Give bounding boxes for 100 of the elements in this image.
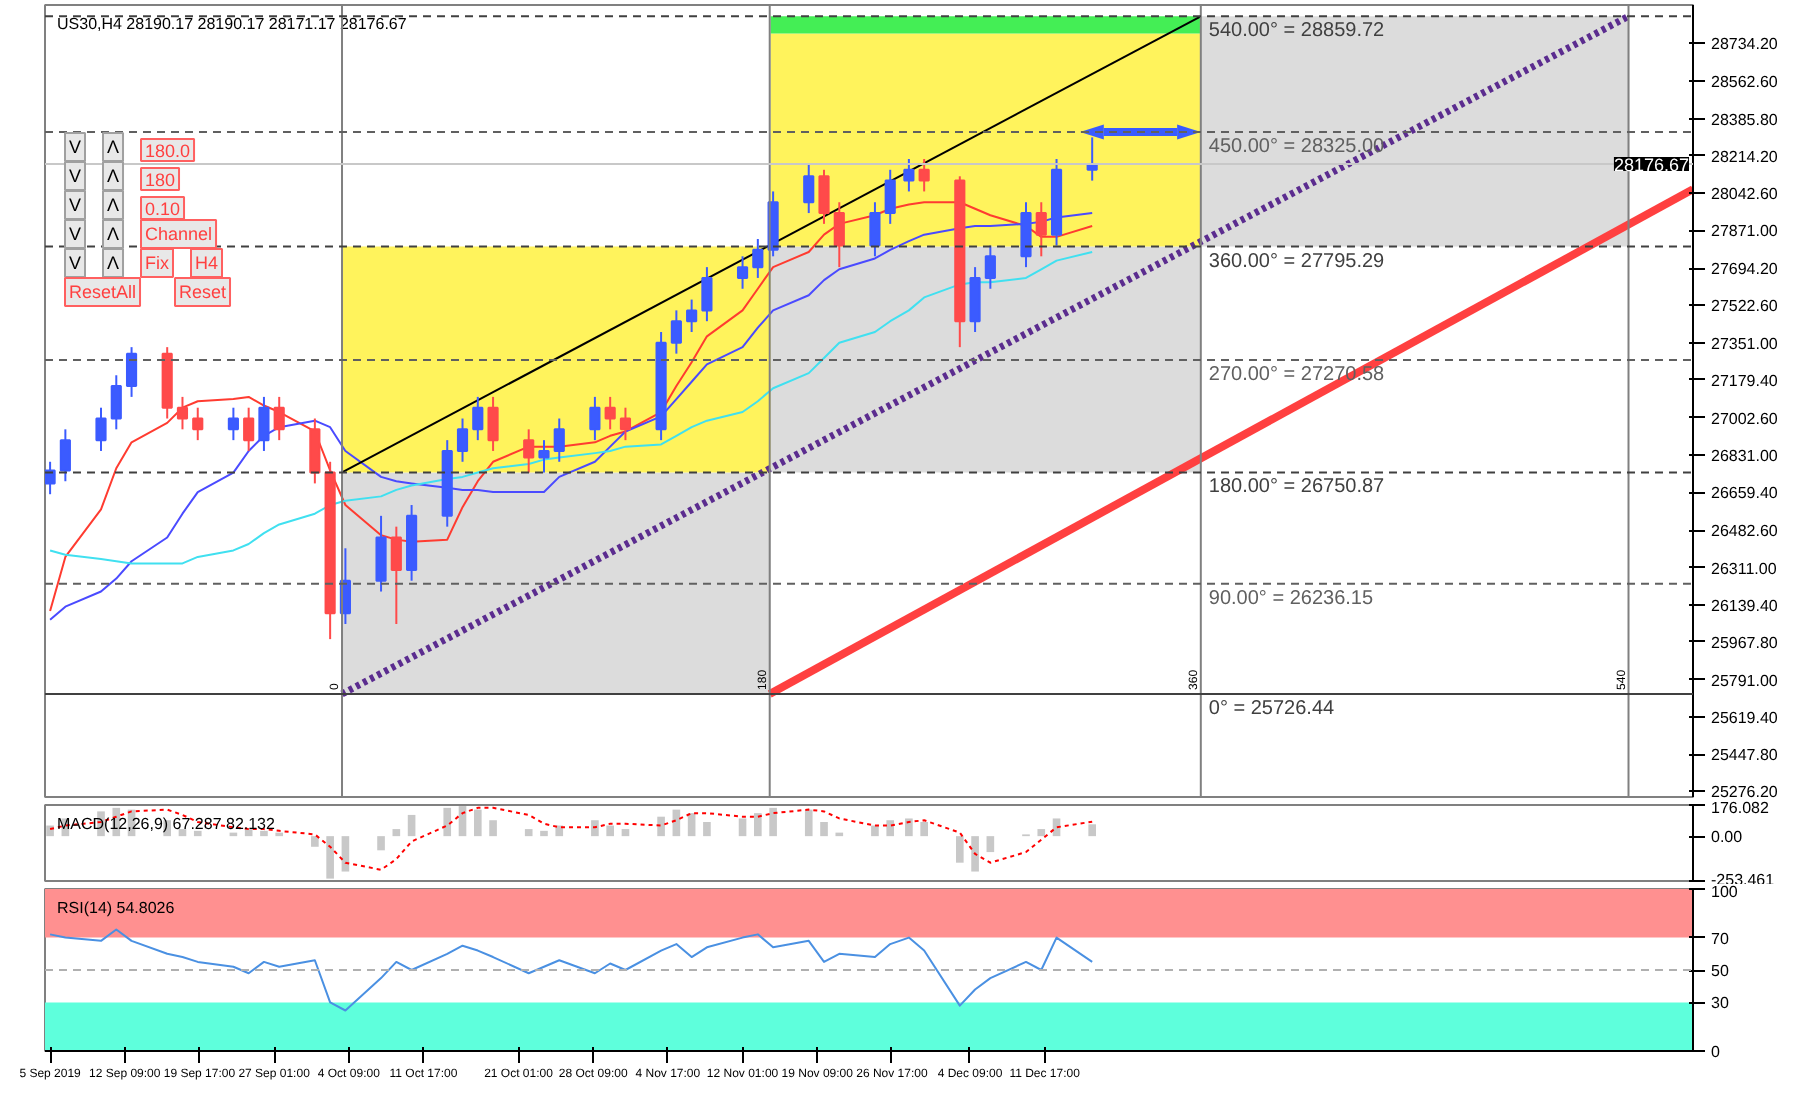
bar bbox=[621, 829, 630, 837]
y-tick-label: 26659.40 bbox=[1711, 484, 1779, 503]
line-series bbox=[49, 250, 1094, 565]
bar bbox=[657, 816, 665, 837]
bar bbox=[971, 836, 979, 872]
ref-line-label: 28176.67 bbox=[1613, 155, 1690, 176]
text: US30,H4 28190.17 28190.17 28171.17 28176.67 bbox=[57, 15, 408, 33]
candlestick bbox=[969, 266, 981, 334]
y-tick-label: 176.082 bbox=[1711, 799, 1770, 817]
annotation: H4 bbox=[195, 253, 219, 273]
candlestick bbox=[984, 244, 996, 290]
bar bbox=[920, 822, 928, 837]
candlestick bbox=[227, 406, 239, 442]
candlestick bbox=[273, 395, 285, 442]
y-tick-label: 27351.00 bbox=[1711, 334, 1779, 353]
bar bbox=[606, 825, 614, 837]
annotation: 180 bbox=[145, 170, 176, 190]
annotation: V bbox=[69, 137, 82, 157]
candlestick bbox=[45, 460, 56, 496]
y-tick-label: 28214.20 bbox=[1711, 147, 1779, 166]
annotation: Reset bbox=[179, 282, 228, 302]
annotation: Λ bbox=[107, 253, 120, 273]
bar bbox=[473, 809, 482, 837]
bar bbox=[905, 818, 913, 837]
y-tick-label: 70 bbox=[1711, 929, 1730, 948]
annotation: 180.0 bbox=[145, 141, 191, 161]
bar bbox=[770, 16, 1200, 34]
y-tick-label: 28385.80 bbox=[1711, 110, 1779, 129]
candlestick bbox=[553, 417, 565, 463]
y-tick-label: 28562.60 bbox=[1711, 72, 1779, 91]
candlestick bbox=[59, 428, 71, 483]
candlestick bbox=[523, 428, 535, 474]
candlestick bbox=[390, 525, 402, 625]
annotation: Λ bbox=[107, 137, 120, 157]
bar bbox=[540, 830, 548, 837]
ref-line-label: 180.00° = 26750.87 bbox=[1208, 476, 1386, 499]
bar bbox=[341, 472, 771, 694]
annotation: Λ bbox=[107, 195, 120, 215]
y-tick-label: 28734.20 bbox=[1711, 35, 1779, 54]
ref-line-label: 90.00° = 26236.15 bbox=[1208, 587, 1374, 610]
ref-line-label: 0° = 25726.44 bbox=[1208, 697, 1336, 720]
candlestick bbox=[833, 201, 845, 269]
bar bbox=[986, 836, 995, 853]
candlestick bbox=[686, 298, 698, 334]
candlestick bbox=[472, 395, 484, 442]
annotation: ResetAll bbox=[69, 282, 137, 302]
annotation: Fix bbox=[145, 253, 170, 273]
bar bbox=[377, 836, 385, 851]
candlestick bbox=[487, 395, 499, 452]
candlestick bbox=[736, 255, 749, 290]
bar bbox=[407, 814, 416, 837]
candlestick bbox=[918, 157, 930, 193]
candlestick bbox=[670, 309, 682, 355]
bar bbox=[341, 246, 771, 473]
y-tick-label: 27694.20 bbox=[1711, 260, 1779, 279]
candlestick bbox=[192, 406, 204, 442]
bar bbox=[311, 836, 319, 847]
bar bbox=[1037, 829, 1046, 837]
candlestick bbox=[803, 162, 815, 215]
bar bbox=[326, 836, 334, 879]
bar bbox=[754, 813, 762, 837]
candlestick bbox=[375, 514, 387, 593]
candlestick bbox=[243, 406, 255, 452]
y-tick-label: 25276.20 bbox=[1711, 783, 1779, 802]
bar bbox=[1088, 824, 1096, 837]
annotation: V bbox=[69, 195, 82, 215]
y-tick-label: 26311.00 bbox=[1711, 559, 1778, 578]
candlestick bbox=[1020, 201, 1032, 269]
y-tick-label: 27522.60 bbox=[1711, 297, 1779, 316]
line-series bbox=[49, 928, 1094, 1012]
y-tick-label: 30 bbox=[1711, 994, 1730, 1013]
candlestick bbox=[110, 374, 122, 431]
y-tick-label: 0.00 bbox=[1711, 828, 1744, 847]
text: MACD(12,26,9) 67.287 82.132 bbox=[57, 815, 277, 833]
candlestick bbox=[258, 395, 270, 452]
candlestick bbox=[752, 238, 764, 279]
bar bbox=[886, 820, 895, 837]
y-tick-label: 25447.80 bbox=[1711, 746, 1779, 765]
candlestick bbox=[456, 417, 469, 463]
y-tick-label: 0 bbox=[1711, 1043, 1721, 1061]
bar bbox=[392, 829, 401, 837]
annotation: V bbox=[69, 253, 82, 273]
candlestick bbox=[1035, 201, 1047, 258]
candlestick bbox=[95, 406, 107, 452]
candlestick bbox=[884, 168, 896, 225]
annotation: Λ bbox=[107, 224, 120, 244]
candlestick bbox=[701, 266, 713, 323]
bar bbox=[738, 818, 747, 837]
y-tick-label: 26482.60 bbox=[1711, 522, 1779, 541]
bar bbox=[443, 807, 452, 837]
y-tick-label: 26831.00 bbox=[1711, 447, 1779, 466]
annotation: 0.10 bbox=[145, 199, 181, 219]
candlestick bbox=[903, 157, 915, 193]
candlestick bbox=[869, 201, 881, 258]
candlestick bbox=[125, 346, 138, 398]
bar bbox=[871, 825, 879, 837]
y-tick-label: 25791.00 bbox=[1711, 672, 1779, 690]
bar bbox=[703, 822, 711, 837]
candlestick bbox=[589, 395, 601, 442]
annotation: V bbox=[69, 166, 82, 186]
